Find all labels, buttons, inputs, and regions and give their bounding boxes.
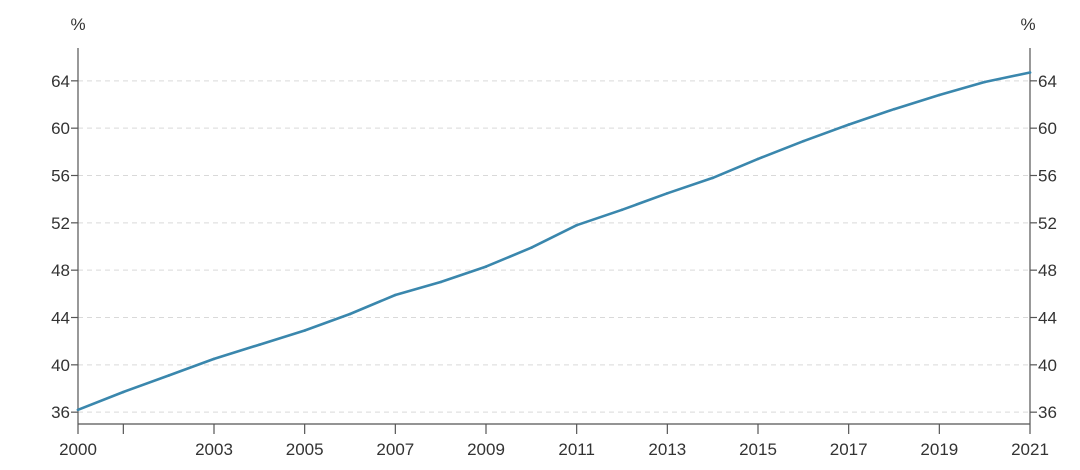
y-ticks-left: 36 40 44 48 52 56 60 64 — [51, 72, 78, 422]
data-point-2016 — [802, 139, 805, 143]
data-point-2015 — [756, 157, 760, 161]
y-tick-label-left-36: 36 — [51, 403, 70, 422]
data-point-2021 — [1028, 71, 1032, 74]
y-tick-label-right-48: 48 — [1038, 261, 1057, 280]
data-point-2001 — [122, 390, 125, 394]
data-point-2006 — [348, 312, 352, 316]
y-tick-label-right-64: 64 — [1038, 72, 1057, 91]
y-tick-label-left-60: 60 — [51, 119, 70, 138]
x-tick-label-2005: 2005 — [286, 440, 324, 459]
y-unit-right-label: % — [1020, 15, 1035, 34]
y-tick-label-left-40: 40 — [51, 356, 70, 375]
data-point-2020 — [983, 80, 986, 84]
axes — [77, 48, 1031, 425]
data-point-2013 — [666, 192, 669, 195]
data-point-2000 — [76, 408, 80, 412]
x-tick-label-2021: 2021 — [1011, 440, 1049, 459]
x-tick-label-2003: 2003 — [195, 440, 233, 459]
y-unit-left-label: % — [70, 15, 85, 34]
x-tick-label-2017: 2017 — [830, 440, 868, 459]
data-point-2004 — [258, 343, 261, 347]
data-point-2018 — [892, 107, 896, 111]
y-tick-label-left-56: 56 — [51, 167, 70, 186]
x-tick-label-2000: 2000 — [59, 440, 97, 459]
data-point-2010 — [530, 246, 533, 249]
x-tick-label-2019: 2019 — [920, 440, 958, 459]
y-tick-label-left-52: 52 — [51, 214, 70, 233]
data-point-2009 — [484, 265, 488, 268]
x-tick-label-2011: 2011 — [558, 440, 595, 459]
y-tick-label-right-56: 56 — [1038, 167, 1057, 186]
series-group — [76, 71, 1032, 412]
y-tick-label-right-40: 40 — [1038, 356, 1057, 375]
y-tick-label-left-64: 64 — [51, 72, 70, 91]
y-tick-label-left-44: 44 — [51, 309, 70, 328]
data-point-2008 — [439, 280, 443, 284]
x-tick-label-2007: 2007 — [376, 440, 414, 459]
y-tick-label-left-48: 48 — [51, 261, 70, 280]
y-tick-label-right-60: 60 — [1038, 119, 1057, 138]
data-point-2019 — [938, 93, 941, 97]
data-point-2011 — [575, 223, 578, 227]
x-tick-label-2013: 2013 — [648, 440, 686, 459]
grid-lines — [78, 80, 1030, 413]
data-point-2012 — [620, 208, 624, 212]
series-line-0 — [76, 71, 1032, 412]
y-tick-label-right-36: 36 — [1038, 403, 1057, 422]
y-tick-label-right-44: 44 — [1038, 309, 1057, 328]
data-point-2014 — [711, 176, 714, 180]
data-point-2007 — [394, 293, 397, 297]
y-tick-label-right-52: 52 — [1038, 214, 1057, 233]
x-ticks: 2000 2003 2005 2007 2009 2011 2013 2015 2017 2019… — [59, 424, 1049, 459]
data-point-2017 — [847, 123, 850, 126]
y-ticks-right: 36 40 44 48 52 56 60 64 — [1030, 72, 1057, 422]
data-point-2003 — [212, 357, 216, 361]
data-point-2002 — [167, 374, 170, 377]
x-tick-label-2009: 2009 — [467, 440, 505, 459]
data-point-2005 — [303, 329, 307, 332]
x-tick-label-2015: 2015 — [739, 440, 777, 459]
